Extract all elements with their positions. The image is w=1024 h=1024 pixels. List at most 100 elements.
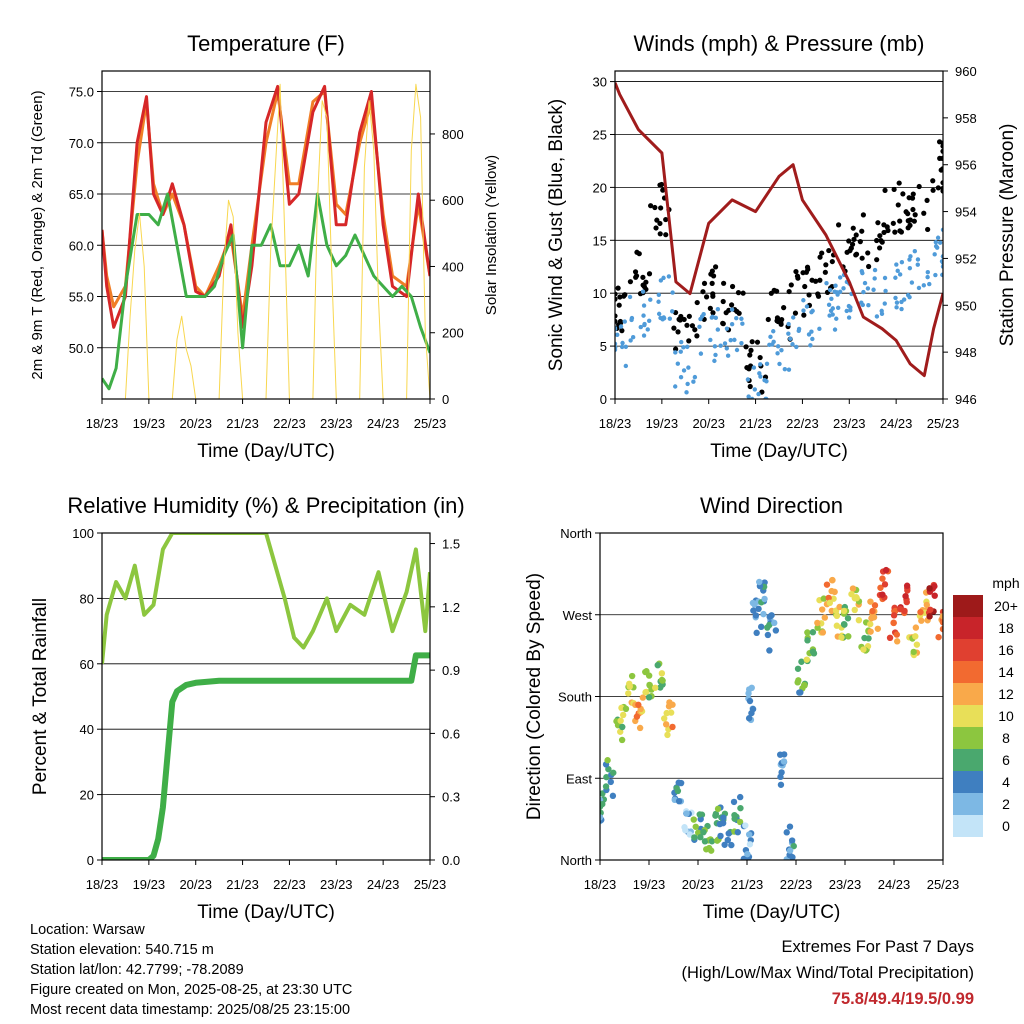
winds-xtick-label: 20/23 (692, 416, 725, 431)
direction-point (736, 818, 744, 826)
direction-point (756, 578, 763, 586)
direction-point (913, 641, 921, 648)
winds-ytick-label: 5 (600, 339, 607, 354)
direction-point (745, 831, 753, 838)
winds-point-sonic-wind (834, 316, 839, 321)
winds-xtick-label: 21/23 (739, 416, 772, 431)
winds-point-gust (806, 292, 812, 298)
winds-point-sonic-wind (648, 297, 653, 302)
direction-point (766, 647, 773, 654)
winds-point-gust (897, 228, 903, 234)
winds-point-sonic-wind (712, 358, 717, 364)
direction-point (845, 633, 852, 640)
winds-point-sonic-wind (673, 384, 678, 389)
direction-point (820, 595, 827, 602)
direction-point (912, 624, 920, 631)
winds-point-sonic-wind (630, 335, 636, 340)
winds-point-gust (900, 191, 906, 197)
winds-point-gust (890, 220, 896, 226)
winds-point-sonic-wind (684, 390, 689, 395)
direction-point (749, 705, 757, 713)
direction-point (886, 634, 894, 642)
winds-point-gust (660, 187, 666, 193)
winds-point-sonic-wind (925, 269, 931, 275)
direction-xtick-label: 21/23 (731, 877, 764, 892)
direction-point (701, 838, 709, 845)
direction-point (714, 837, 721, 844)
direction-point (602, 783, 610, 790)
direction-point (618, 736, 626, 744)
winds-point-gust (817, 277, 823, 283)
winds-point-sonic-wind (935, 235, 941, 240)
direction-point (798, 658, 805, 665)
winds-ytick-label: 0 (600, 392, 607, 407)
direction-point (923, 601, 931, 609)
direction-point (790, 842, 797, 850)
direction-point (700, 828, 707, 836)
direction-point (879, 591, 886, 598)
direction-point (836, 603, 843, 611)
winds-point-gust (616, 302, 622, 308)
winds-panel: 0 5 10 15 20 25 30 946 948 950 952 954 956 958 960 18/2… (546, 31, 1018, 462)
direction-point (712, 810, 720, 818)
direction-point (903, 582, 911, 589)
winds-point-sonic-wind (729, 307, 735, 312)
temperature-ytick-label: 50.0 (69, 341, 94, 356)
winds-point-sonic-wind (871, 287, 876, 292)
winds-point-sonic-wind (715, 327, 721, 332)
winds-point-gust (882, 187, 888, 193)
winds-point-sonic-wind (675, 361, 681, 366)
humidity-panel: 0 20 40 60 80 100 0.0 0.3 0.6 0.9 1.2 1.5 18/23 19/23… (30, 493, 465, 923)
winds-point-sonic-wind (901, 297, 907, 302)
direction-point (912, 633, 919, 640)
humidity-y2tick-label: 1.5 (442, 537, 460, 552)
winds-point-sonic-wind (882, 301, 887, 306)
winds-point-sonic-wind (620, 340, 625, 346)
direction-point (809, 648, 817, 655)
humidity-xtick-label: 25/23 (414, 877, 447, 892)
direction-point (752, 612, 760, 619)
winds-point-gust (910, 206, 916, 213)
winds-point-sonic-wind (916, 285, 922, 291)
temperature-series-2m-td (102, 192, 430, 391)
winds-point-gust (897, 218, 903, 224)
winds-series-station-pressure (615, 82, 943, 378)
legend-label: 20+ (994, 598, 1018, 614)
winds-point-sonic-wind (740, 321, 745, 326)
winds-point-sonic-wind (669, 309, 675, 314)
winds-point-gust (653, 225, 659, 231)
direction-point (760, 610, 767, 618)
legend-swatch (953, 595, 983, 617)
winds-ytick-label: 10 (593, 286, 607, 301)
direction-point (654, 661, 661, 669)
temperature-y2tick-label: 0 (442, 392, 449, 407)
winds-point-sonic-wind (909, 280, 915, 285)
temperature-panel: 50.0 55.0 60.0 65.0 70.0 75.0 0 200 400 600 800 18/… (29, 31, 500, 462)
direction-point (661, 715, 668, 722)
temperature-xtick-label: 19/23 (133, 416, 166, 431)
winds-point-gust (794, 273, 801, 279)
temperature-series-2m-t (102, 84, 430, 329)
direction-xtick-label: 25/23 (927, 877, 960, 892)
winds-point-sonic-wind (775, 344, 781, 349)
humidity-y2tick-label: 1.2 (442, 600, 460, 615)
winds-point-sonic-wind (837, 275, 843, 280)
winds-point-gust (765, 316, 771, 323)
winds-point-sonic-wind (713, 352, 718, 358)
direction-point (610, 769, 617, 776)
winds-point-sonic-wind (804, 304, 810, 309)
winds-point-gust (860, 212, 866, 218)
direction-point (761, 595, 768, 603)
winds-xlabel: Time (Day/UTC) (710, 441, 848, 462)
winds-point-gust (817, 254, 823, 260)
direction-point (622, 705, 630, 713)
winds-point-gust (710, 310, 716, 316)
winds-point-sonic-wind (701, 312, 706, 317)
winds-point-sonic-wind (899, 260, 905, 265)
direction-frame (599, 532, 944, 861)
winds-y2tick-label: 960 (955, 64, 977, 79)
direction-point (830, 595, 837, 602)
humidity-xtick-label: 22/23 (273, 877, 306, 892)
direction-point (764, 631, 772, 639)
direction-point (861, 634, 868, 642)
